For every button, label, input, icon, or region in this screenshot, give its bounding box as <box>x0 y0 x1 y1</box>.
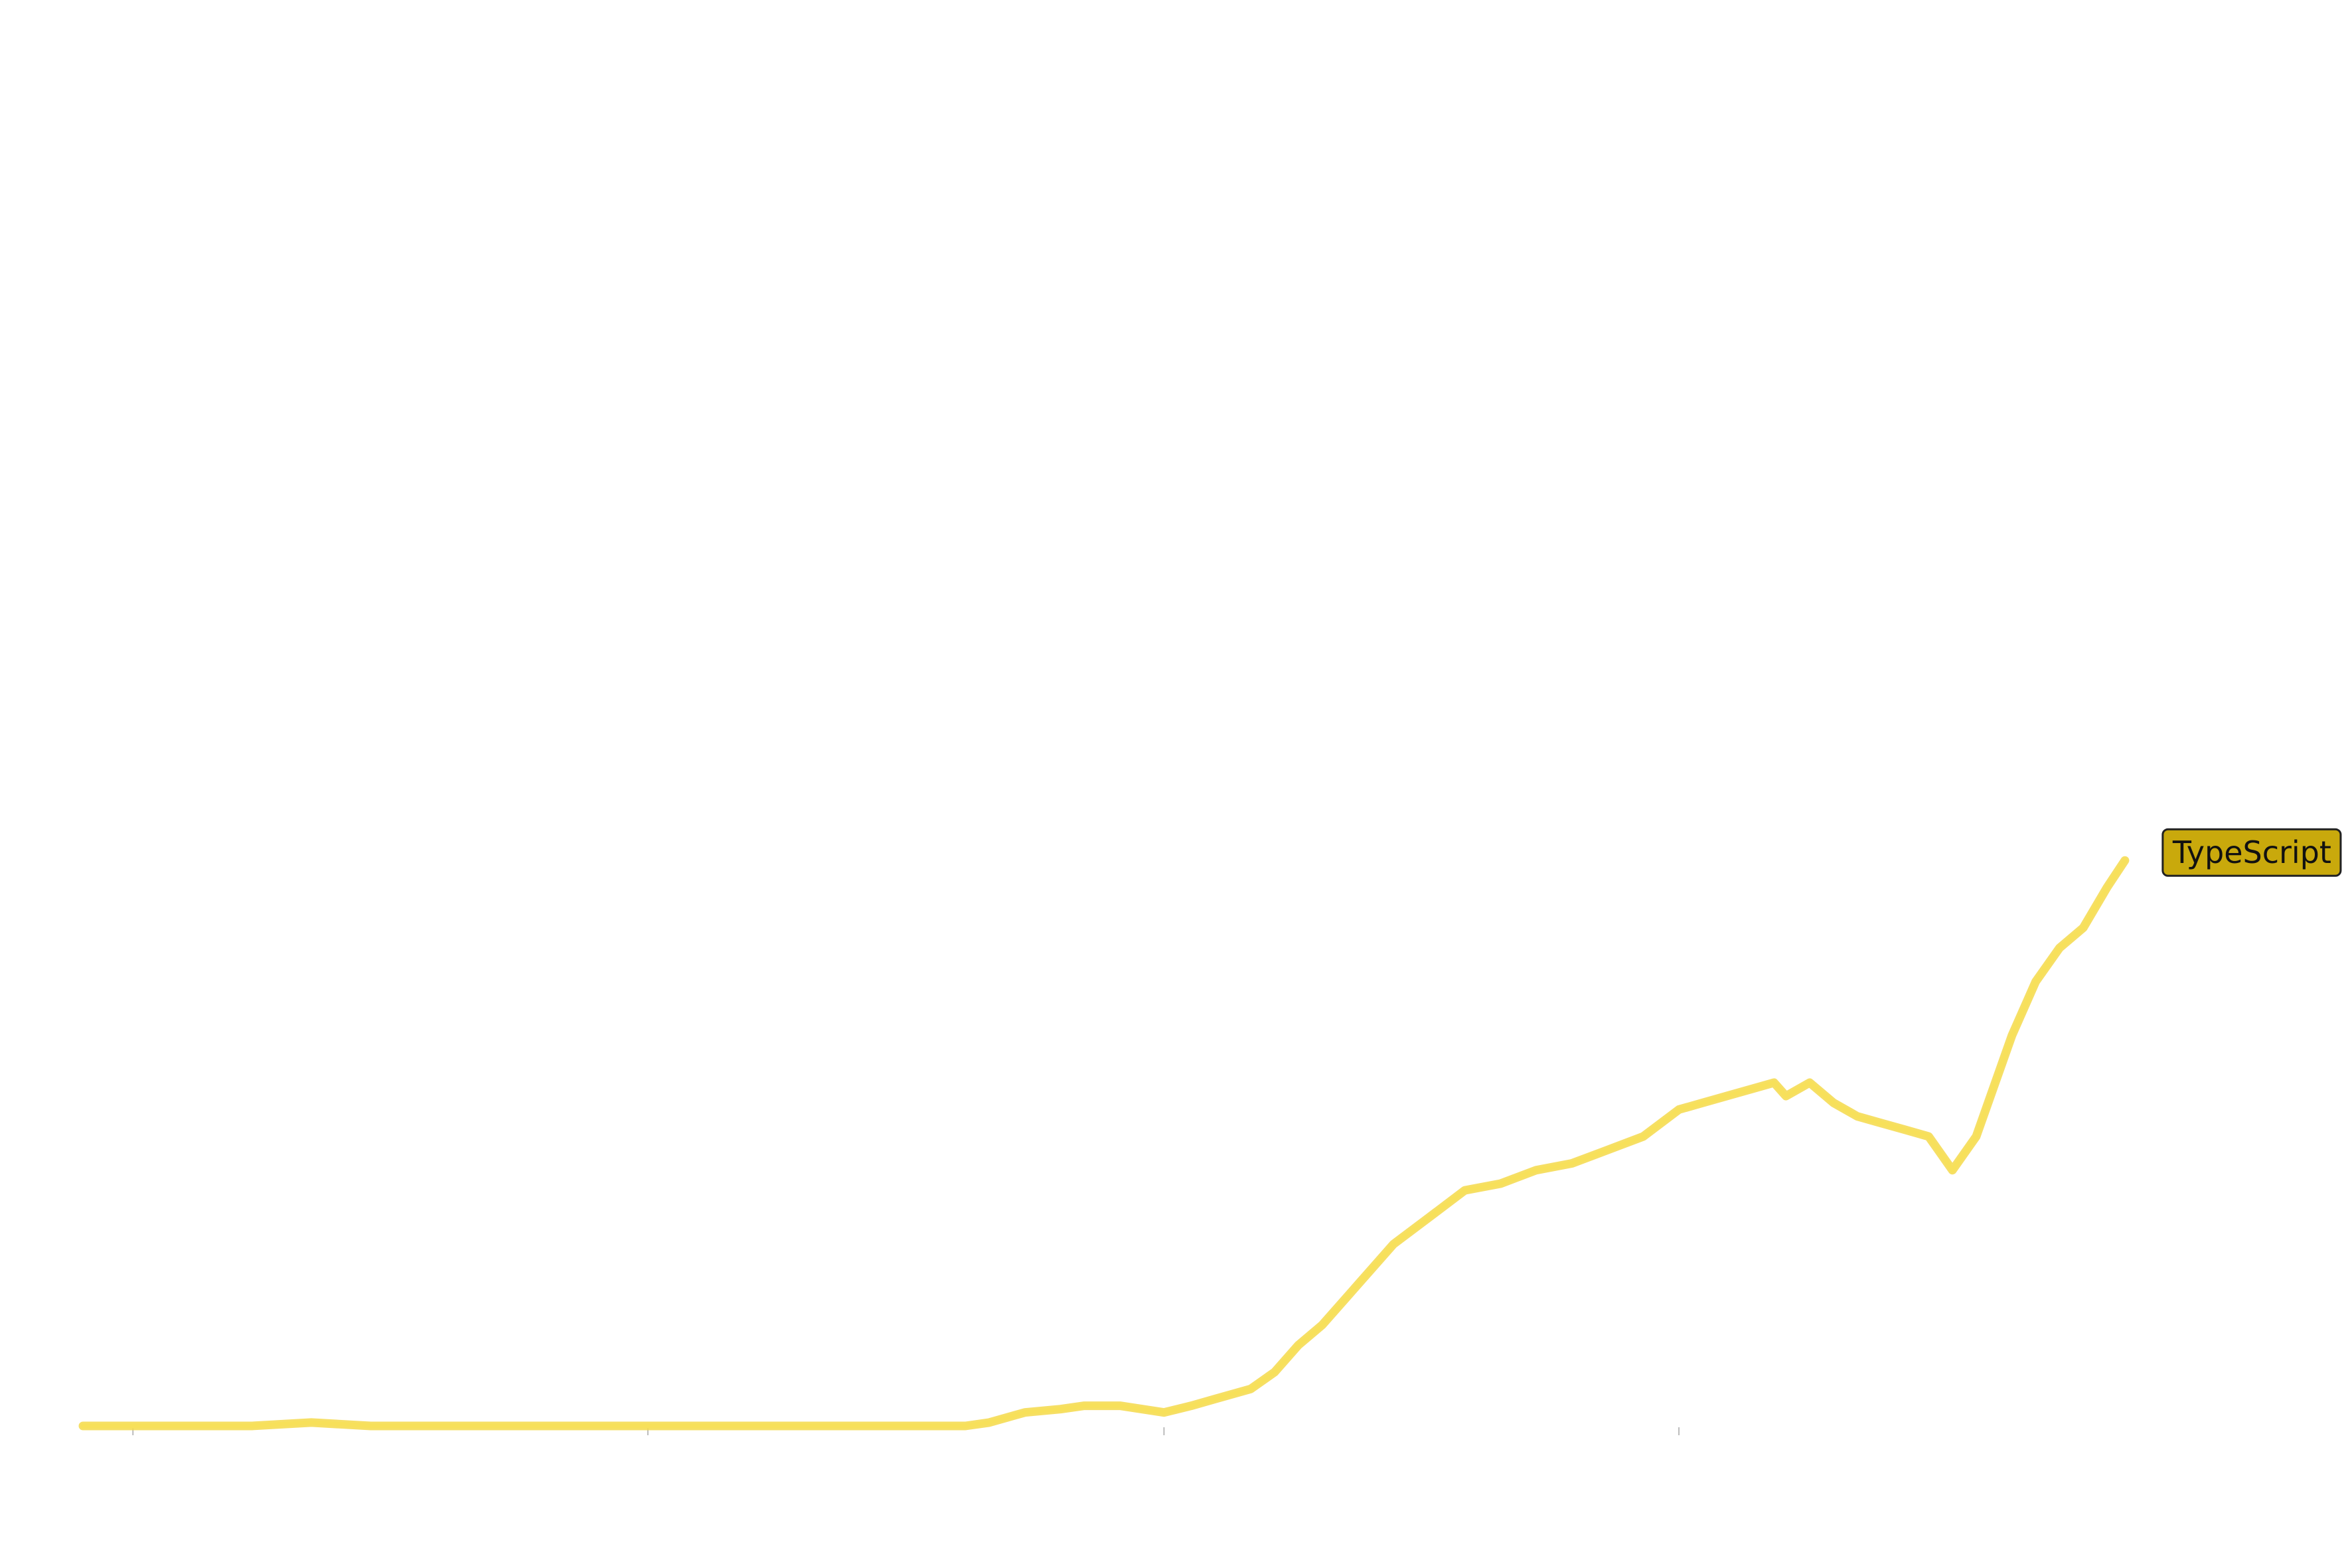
series-label-0: TypeScript <box>2161 828 2342 877</box>
series-line-core-0 <box>80 858 2128 1429</box>
series-label-text: TypeScript <box>2172 834 2331 870</box>
series-line-0 <box>78 856 2130 1431</box>
series-layer <box>78 856 2130 1431</box>
series-labels: TypeScript <box>2161 828 2342 877</box>
series-label-box <box>2161 828 2342 877</box>
